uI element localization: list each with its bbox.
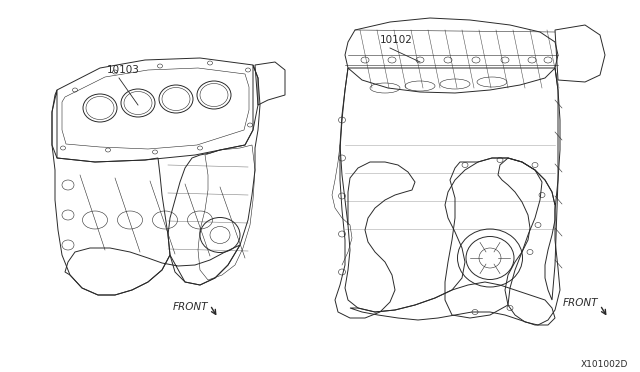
Text: 10103: 10103 xyxy=(107,65,140,75)
Text: FRONT: FRONT xyxy=(563,298,598,308)
Text: FRONT: FRONT xyxy=(172,302,208,312)
Text: X101002D: X101002D xyxy=(580,360,628,369)
Text: 10102: 10102 xyxy=(380,35,413,45)
